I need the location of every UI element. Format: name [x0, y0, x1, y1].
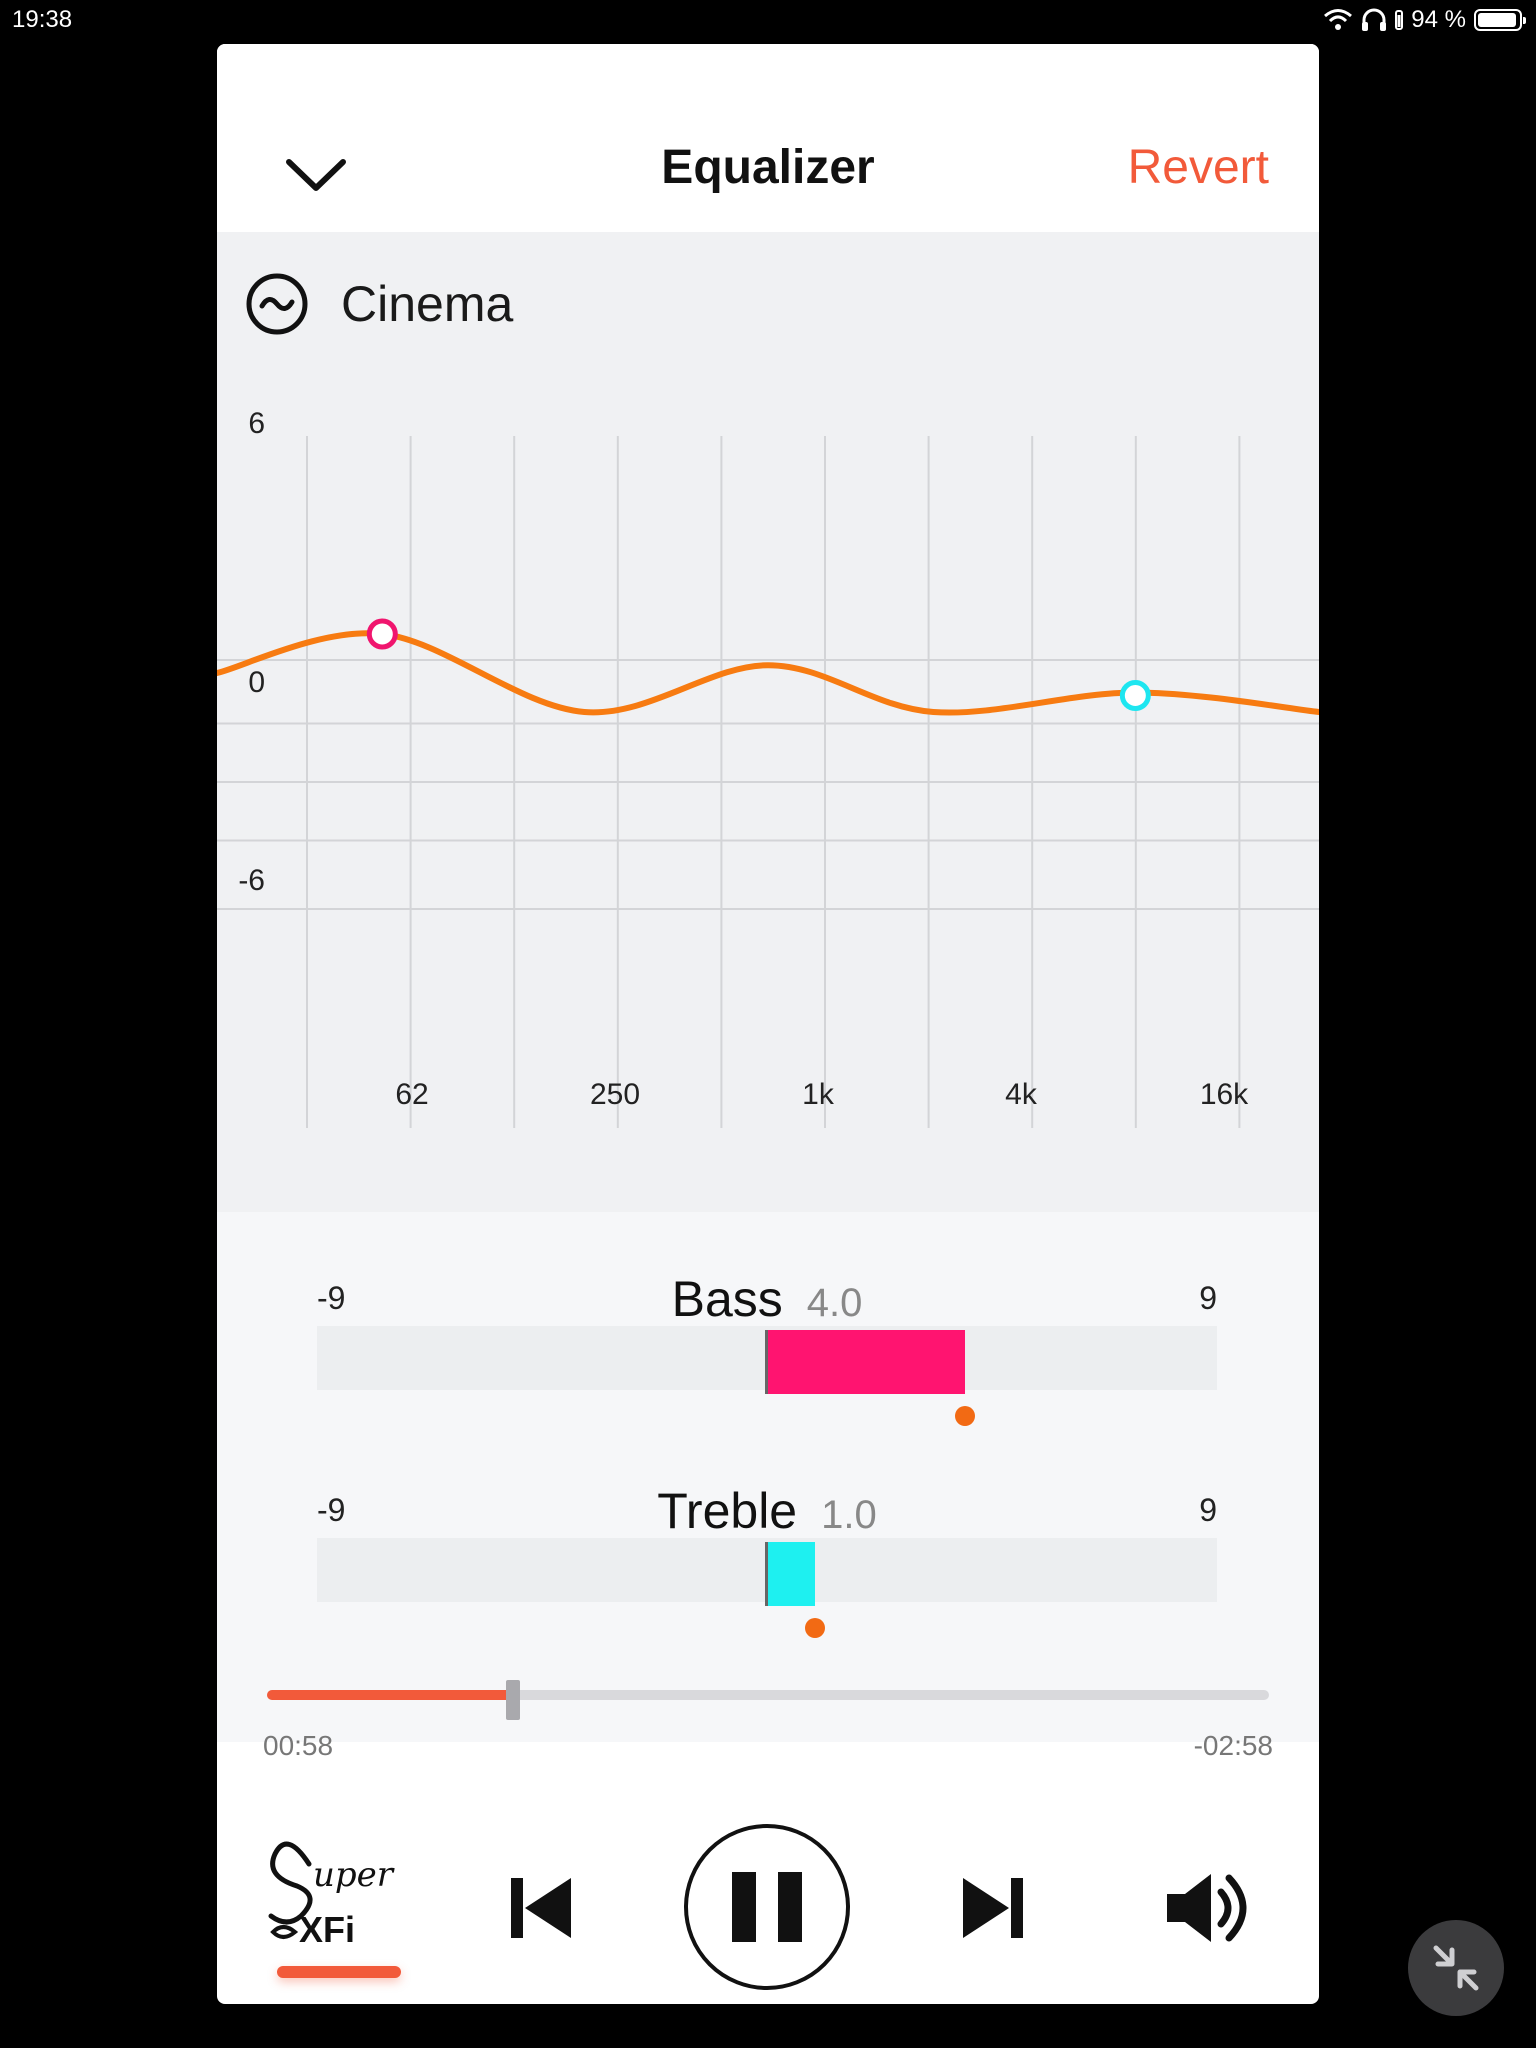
bass-slider-fill [765, 1330, 965, 1394]
wave-circle-icon [246, 273, 308, 335]
bass-slider-handle[interactable] [955, 1406, 975, 1426]
bass-slider[interactable] [317, 1326, 1217, 1426]
progress-thumb[interactable] [506, 1680, 521, 1720]
revert-button[interactable]: Revert [1127, 141, 1269, 194]
battery-percent: 94 % [1411, 6, 1466, 33]
status-bar: 19:38 94 % [0, 0, 1536, 40]
logo-text-bottom: XFi [299, 1909, 355, 1950]
treble-marker [1119, 680, 1151, 711]
super-xfi-logo[interactable]: uper XFi [257, 1824, 417, 1964]
treble-value: 1.0 [821, 1493, 877, 1537]
bass-marker [366, 618, 398, 650]
y-tick-label: -6 [238, 864, 265, 897]
treble-center-line [765, 1542, 768, 1606]
battery-icon [1474, 9, 1526, 31]
bass-center-line [765, 1330, 768, 1394]
bass-max-label: 9 [1199, 1280, 1217, 1316]
logo-indicator [277, 1966, 401, 1978]
bass-min-label: -9 [317, 1280, 346, 1316]
status-time: 19:38 [12, 6, 73, 33]
playback-progress: 00:58 -02:58 [263, 1680, 1273, 1761]
y-tick-label: 6 [248, 407, 265, 440]
x-tick-label: 1k [802, 1078, 835, 1111]
x-axis: 62 250 1k 4k 16k [395, 1078, 1249, 1111]
preset-selector[interactable]: Cinema [245, 272, 513, 336]
wifi-icon [1324, 9, 1353, 30]
eq-chart[interactable]: 6 0 -6 62 250 1k 4k 16k [217, 232, 1319, 1212]
treble-label: Treble [657, 1483, 798, 1539]
equalizer-panel: Equalizer Revert Cinema 6 0 -6 62 250 1k 4k 16… [217, 44, 1319, 2004]
treble-slider[interactable] [317, 1538, 1217, 1638]
y-axis: 6 0 -6 [238, 407, 265, 897]
progress-track[interactable] [267, 1690, 1269, 1700]
eq-graph-area: Cinema 6 0 -6 62 250 1k 4k 16k [217, 232, 1319, 1212]
next-track-icon[interactable] [959, 1876, 1027, 1940]
preset-name: Cinema [341, 276, 514, 332]
elapsed-time: 00:58 [263, 1730, 334, 1761]
treble-slider-handle[interactable] [805, 1618, 825, 1638]
eq-markers [366, 618, 1151, 711]
treble-label-group: Treble 1.0 [317, 1482, 1217, 1540]
treble-min-label: -9 [317, 1492, 346, 1528]
player-controls: uper XFi [217, 1784, 1319, 2004]
status-right: 94 % [1323, 6, 1526, 34]
volume-icon[interactable] [1165, 1870, 1261, 1946]
x-tick-label: 250 [590, 1078, 640, 1111]
progress-fill [267, 1690, 514, 1700]
bass-label: Bass [671, 1271, 783, 1327]
treble-slider-fill [765, 1542, 815, 1606]
minimize-button[interactable] [1408, 1920, 1504, 2016]
x-tick-label: 16k [1200, 1078, 1249, 1111]
bass-treble-controls: -9 Bass 4.0 9 -9 Treble 1.0 9 [217, 1212, 1319, 1742]
headphones-icon [1362, 8, 1387, 31]
chart-grid [217, 436, 1319, 1128]
x-tick-label: 4k [1005, 1078, 1038, 1111]
x-tick-label: 62 [395, 1078, 428, 1111]
bass-value: 4.0 [806, 1281, 863, 1325]
collapse-arrows-icon [1433, 1945, 1479, 1991]
page-title: Equalizer [661, 141, 875, 194]
pause-button[interactable] [682, 1822, 852, 1992]
previous-track-icon[interactable] [507, 1876, 575, 1940]
headphone-battery-icon [1395, 10, 1404, 30]
y-tick-label: 0 [248, 666, 265, 699]
pause-icon [732, 1872, 756, 1942]
remaining-time: -02:58 [1193, 1730, 1273, 1761]
header: Equalizer Revert [217, 44, 1319, 232]
bass-label-group: Bass 4.0 [317, 1270, 1217, 1328]
logo-text-top: uper [313, 1855, 395, 1895]
chevron-down-icon[interactable] [281, 150, 351, 200]
treble-max-label: 9 [1199, 1492, 1217, 1528]
